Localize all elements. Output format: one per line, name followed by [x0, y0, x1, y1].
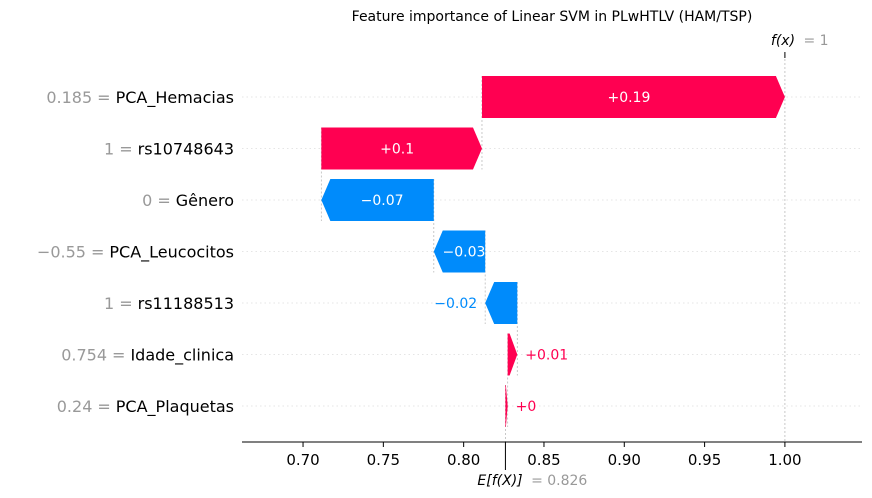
bar-value-label: +0	[516, 399, 537, 415]
feature-value: 1	[104, 140, 114, 159]
bar-value-label: +0.1	[380, 142, 414, 158]
feature-label: 0.754 = Idade_clinica	[61, 346, 234, 366]
output-value-label: f(x) = 1	[771, 33, 829, 49]
feature-bar	[507, 333, 518, 376]
chart-title: Feature importance of Linear SVM in PLwH…	[352, 9, 753, 25]
base-value-rhs: = 0.826	[531, 473, 587, 489]
base-value-label: E[f(X)] = 0.826	[477, 473, 587, 489]
feature-value: −0.55	[37, 243, 86, 262]
feature-bar	[321, 179, 434, 221]
feature-value: 0.24	[57, 397, 93, 416]
feature-bar	[481, 76, 785, 118]
x-tick-label: 0.90	[608, 451, 641, 469]
feature-bar	[321, 127, 482, 170]
feature-name: Idade_clinica	[130, 346, 234, 366]
feature-equals: =	[119, 294, 132, 313]
x-tick-label: 1.00	[768, 451, 801, 469]
base-value-lhs: E[f(X)]	[477, 473, 522, 489]
x-axis-ticks: 0.70 0.75 0.80 0.85 0.90 0.95 1.00	[286, 442, 802, 469]
feature-label: 0.185 = PCA_Hemacias	[46, 88, 234, 108]
feature-equals: =	[97, 88, 110, 107]
x-tick-label: 0.85	[527, 451, 560, 469]
x-tick-label: 0.80	[447, 451, 480, 469]
feature-label: 1 = rs11188513	[104, 294, 234, 313]
feature-name: rs10748643	[138, 140, 234, 159]
feature-bar	[485, 282, 518, 324]
x-tick-label: 0.75	[367, 451, 400, 469]
x-tick-label: 0.95	[688, 451, 721, 469]
feature-name: PCA_Leucocitos	[109, 243, 234, 263]
feature-equals: =	[97, 397, 110, 416]
feature-labels-group: 0.185 = PCA_Hemacias 1 = rs10748643 0 = Gênero −0…	[37, 88, 234, 417]
feature-value: 0.185	[46, 88, 92, 107]
bar-labels-group: +0.19 +0.1 −0.07 −0.03 −0.02 +0.01 +0	[361, 90, 651, 415]
feature-label: 1 = rs10748643	[104, 140, 234, 159]
feature-label: 0 = Gênero	[142, 191, 234, 210]
feature-name: Gênero	[176, 191, 234, 210]
bar-value-label: −0.03	[443, 245, 486, 261]
bar-value-label: +0.19	[607, 90, 650, 106]
feature-equals: =	[112, 346, 125, 365]
x-tick-label: 0.70	[286, 451, 319, 469]
feature-bar	[505, 385, 508, 427]
feature-equals: =	[91, 243, 104, 262]
feature-value: 0	[142, 191, 152, 210]
output-value-lhs: f(x)	[771, 33, 795, 49]
bar-value-label: +0.01	[525, 348, 568, 364]
output-value-rhs: = 1	[803, 33, 828, 49]
feature-bar	[433, 230, 486, 273]
bar-value-label: −0.02	[434, 296, 477, 312]
feature-name: PCA_Plaquetas	[116, 397, 234, 417]
feature-label: −0.55 = PCA_Leucocitos	[37, 243, 234, 263]
feature-value: 0.754	[61, 346, 107, 365]
feature-value: 1	[104, 294, 114, 313]
feature-name: PCA_Hemacias	[116, 88, 234, 108]
feature-equals: =	[119, 140, 132, 159]
feature-label: 0.24 = PCA_Plaquetas	[57, 397, 234, 417]
bar-value-label: −0.07	[361, 193, 404, 209]
feature-name: rs11188513	[138, 294, 234, 313]
bars-group	[321, 76, 785, 427]
feature-equals: =	[157, 191, 170, 210]
